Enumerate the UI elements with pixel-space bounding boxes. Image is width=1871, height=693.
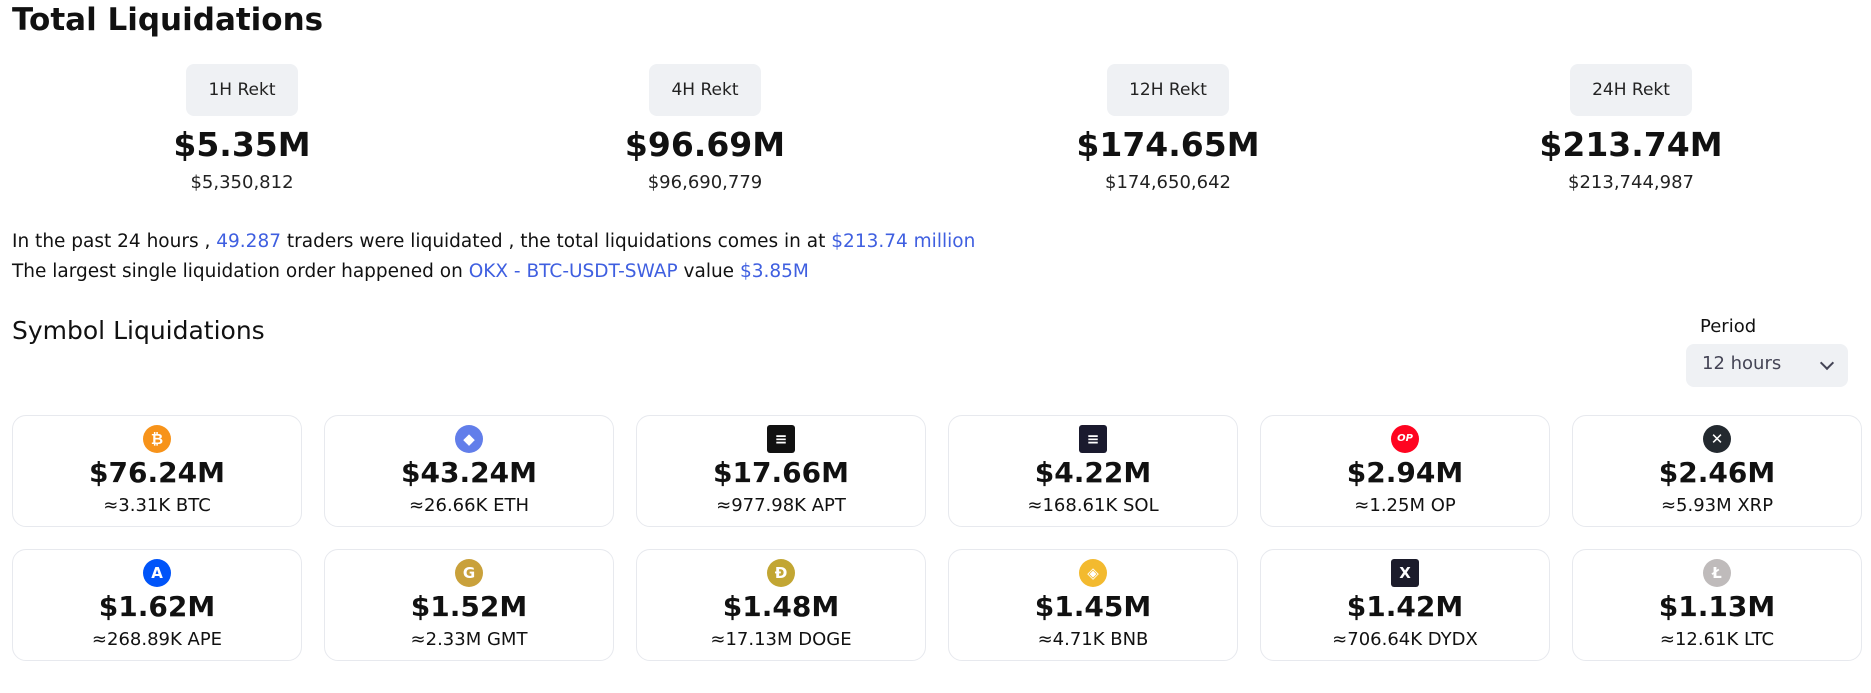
symbol-card[interactable]: ≡ $4.22M ≈168.61K SOL <box>948 415 1238 527</box>
symbol-quantity: ≈3.31K BTC <box>103 495 211 516</box>
symbol-amount: $1.13M <box>1658 590 1776 623</box>
solana-icon: ≡ <box>1079 425 1107 453</box>
rekt-12h: 12H Rekt $174.65M $174,650,642 <box>1018 64 1318 193</box>
symbol-amount: $76.24M <box>89 456 225 489</box>
rekt-12h-badge: 12H Rekt <box>1107 64 1229 116</box>
symbol-amount: $1.42M <box>1346 590 1464 623</box>
period-select[interactable]: 12 hours <box>1686 344 1848 387</box>
total-liquidations-value: $213.74 million <box>831 231 976 252</box>
symbol-liquidations-grid: ₿ $76.24M ≈3.31K BTC ◆ $43.24M ≈26.66K E… <box>12 415 1862 661</box>
largest-order-value: $3.85M <box>739 261 809 282</box>
symbol-quantity: ≈706.64K DYDX <box>1332 629 1478 650</box>
symbol-quantity: ≈977.98K APT <box>716 495 846 516</box>
symbol-amount: $2.94M <box>1346 456 1464 489</box>
rekt-24h: 24H Rekt $213.74M $213,744,987 <box>1481 64 1781 193</box>
ethereum-icon: ◆ <box>455 425 483 453</box>
chevron-down-icon <box>1819 355 1835 371</box>
summary-line-24h: In the past 24 hours , 49.287 traders we… <box>12 227 975 257</box>
rekt-1h: 1H Rekt $5.35M $5,350,812 <box>92 64 392 193</box>
symbol-quantity: ≈26.66K ETH <box>408 495 530 516</box>
symbol-card[interactable]: G $1.52M ≈2.33M GMT <box>324 549 614 661</box>
rekt-1h-badge: 1H Rekt <box>186 64 298 116</box>
dogecoin-icon: Ð <box>767 559 795 587</box>
symbol-quantity: ≈1.25M OP <box>1354 495 1456 516</box>
rekt-1h-short: $5.35M <box>173 125 311 164</box>
symbol-amount: $1.62M <box>98 590 216 623</box>
symbol-card[interactable]: X $1.42M ≈706.64K DYDX <box>1260 549 1550 661</box>
rekt-4h-short: $96.69M <box>624 125 786 164</box>
summary-text: The largest single liquidation order hap… <box>12 261 463 282</box>
symbol-card[interactable]: OP $2.94M ≈1.25M OP <box>1260 415 1550 527</box>
optimism-icon: OP <box>1391 425 1419 453</box>
symbol-card[interactable]: ✕ $2.46M ≈5.93M XRP <box>1572 415 1862 527</box>
symbol-card[interactable]: ◆ $43.24M ≈26.66K ETH <box>324 415 614 527</box>
symbol-amount: $1.52M <box>410 590 528 623</box>
apecoin-icon: A <box>143 559 171 587</box>
symbol-quantity: ≈12.61K LTC <box>1659 629 1775 650</box>
rekt-4h: 4H Rekt $96.69M $96,690,779 <box>555 64 855 193</box>
aptos-icon: ≡ <box>767 425 795 453</box>
rekt-4h-full: $96,690,779 <box>647 172 763 193</box>
dydx-icon: X <box>1391 559 1419 587</box>
liquidation-summary: In the past 24 hours , 49.287 traders we… <box>12 227 975 287</box>
page-title: Total Liquidations <box>12 2 324 38</box>
symbol-card[interactable]: ≡ $17.66M ≈977.98K APT <box>636 415 926 527</box>
rekt-24h-short: $213.74M <box>1539 125 1723 164</box>
litecoin-icon: Ł <box>1703 559 1731 587</box>
rekt-12h-full: $174,650,642 <box>1105 172 1231 193</box>
rekt-24h-badge: 24H Rekt <box>1570 64 1692 116</box>
gmt-icon: G <box>455 559 483 587</box>
bnb-icon: ◈ <box>1079 559 1107 587</box>
symbol-amount: $1.45M <box>1034 590 1152 623</box>
symbol-quantity: ≈4.71K BNB <box>1037 629 1149 650</box>
traders-count: 49.287 <box>216 231 281 252</box>
symbol-quantity: ≈5.93M XRP <box>1660 495 1774 516</box>
symbol-quantity: ≈2.33M GMT <box>410 629 528 650</box>
symbol-quantity: ≈168.61K SOL <box>1027 495 1159 516</box>
rekt-12h-short: $174.65M <box>1076 125 1260 164</box>
symbol-card[interactable]: A $1.62M ≈268.89K APE <box>12 549 302 661</box>
symbol-quantity: ≈268.89K APE <box>91 629 223 650</box>
rekt-1h-full: $5,350,812 <box>190 172 294 193</box>
symbol-amount: $17.66M <box>713 456 849 489</box>
largest-order-exchange-link[interactable]: OKX - BTC-USDT-SWAP <box>468 261 678 282</box>
symbol-amount: $1.48M <box>722 590 840 623</box>
rekt-summary-row: 1H Rekt $5.35M $5,350,812 4H Rekt $96.69… <box>0 64 1871 204</box>
xrp-icon: ✕ <box>1703 425 1731 453</box>
summary-text: In the past 24 hours , <box>12 231 211 252</box>
symbol-amount: $43.24M <box>401 456 537 489</box>
symbol-quantity: ≈17.13M DOGE <box>710 629 852 650</box>
symbol-amount: $2.46M <box>1658 456 1776 489</box>
symbol-amount: $4.22M <box>1034 456 1152 489</box>
symbol-card[interactable]: Ð $1.48M ≈17.13M DOGE <box>636 549 926 661</box>
period-label: Period <box>1700 316 1757 337</box>
summary-text: traders were liquidated , the total liqu… <box>286 231 826 252</box>
rekt-24h-full: $213,744,987 <box>1568 172 1694 193</box>
section-title-symbol-liquidations: Symbol Liquidations <box>12 316 265 345</box>
summary-text: value <box>683 261 735 282</box>
symbol-card[interactable]: Ł $1.13M ≈12.61K LTC <box>1572 549 1862 661</box>
period-selected-value: 12 hours <box>1702 353 1782 374</box>
rekt-4h-badge: 4H Rekt <box>649 64 761 116</box>
summary-line-largest: The largest single liquidation order hap… <box>12 257 975 287</box>
bitcoin-icon: ₿ <box>143 425 171 453</box>
symbol-card[interactable]: ◈ $1.45M ≈4.71K BNB <box>948 549 1238 661</box>
symbol-card[interactable]: ₿ $76.24M ≈3.31K BTC <box>12 415 302 527</box>
